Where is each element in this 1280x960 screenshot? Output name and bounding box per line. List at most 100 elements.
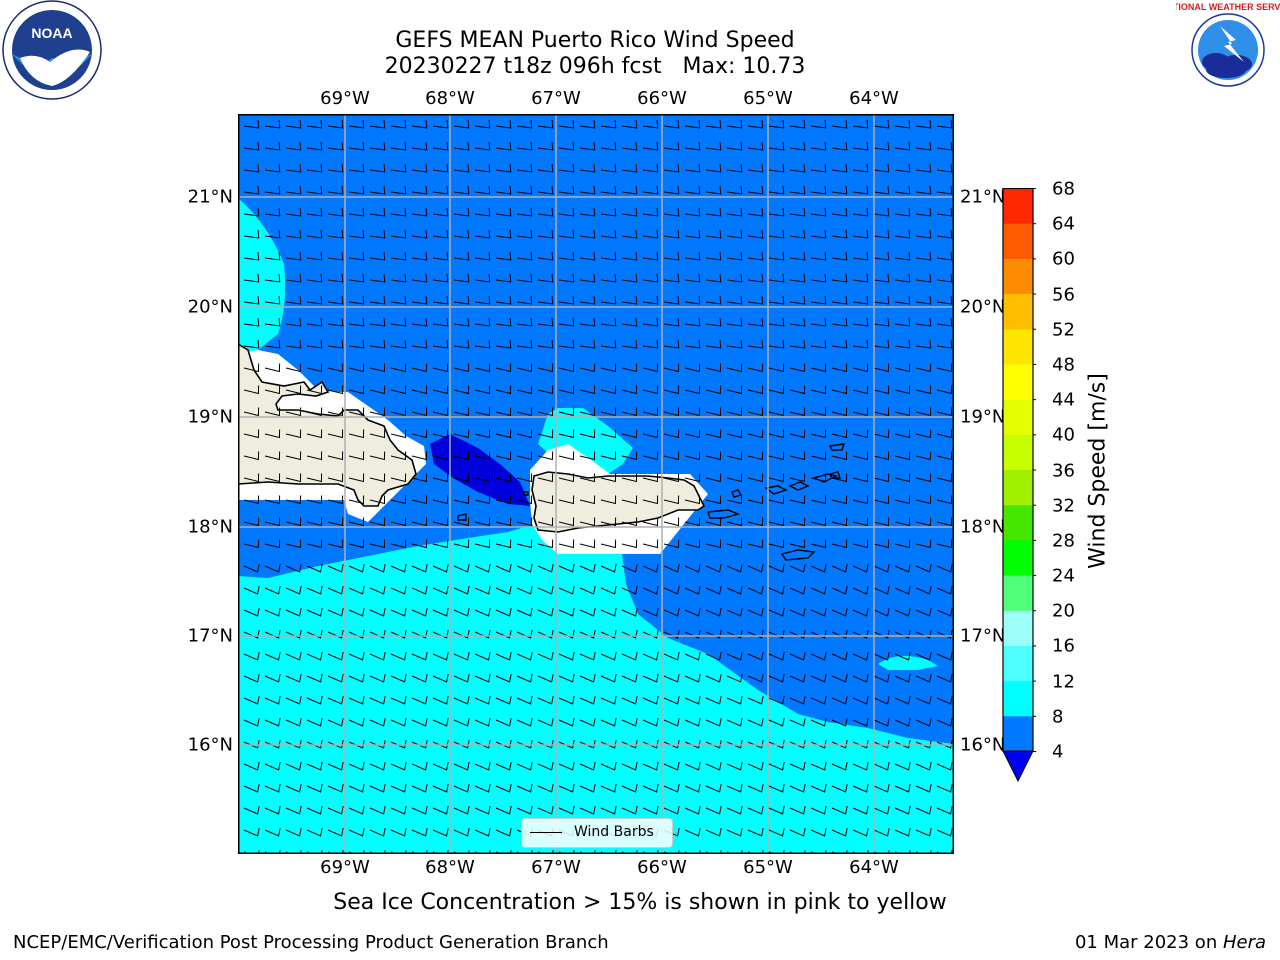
wind-barb — [936, 317, 953, 327]
wind-barb — [369, 585, 386, 595]
wind-barb — [558, 273, 575, 283]
wind-barb — [600, 673, 617, 683]
wind-barb — [621, 805, 638, 815]
nws-logo-icon: NATIONAL WEATHER SERVICE — [1176, 2, 1280, 98]
wind-barb — [663, 363, 680, 373]
wind-barb — [432, 451, 449, 461]
wind-barb — [495, 317, 512, 327]
wind-barb — [558, 585, 575, 595]
wind-barb — [453, 539, 470, 549]
wind-barb — [831, 317, 848, 327]
wind-barb — [537, 119, 554, 129]
footer-date-text: 01 Mar 2023 on — [1074, 932, 1223, 953]
wind-barb — [789, 717, 806, 727]
wind-barb — [831, 629, 848, 639]
wind-barb — [537, 717, 554, 727]
wind-barb — [852, 141, 869, 151]
wind-barb — [915, 473, 932, 483]
wind-barb — [705, 563, 722, 573]
wind-barb — [516, 783, 533, 793]
colorbar-segment — [1003, 575, 1033, 611]
wind-barb — [558, 673, 575, 683]
wind-barb — [810, 295, 827, 305]
chart-subtitle: 20230227 t18z 096h fcst Max: 10.73 — [384, 54, 806, 79]
wind-barb — [390, 495, 407, 505]
wind-barb — [768, 739, 785, 749]
wind-barb — [684, 585, 701, 595]
wind-barb — [810, 495, 827, 505]
wind-barb — [768, 495, 785, 505]
colorbar-tick-label: 36 — [1052, 460, 1075, 481]
wind-barb — [306, 761, 323, 771]
wind-barb — [327, 141, 344, 151]
wind-barb — [495, 607, 512, 617]
wind-barb — [537, 739, 554, 749]
wind-barb — [327, 119, 344, 129]
wind-barb — [579, 761, 596, 771]
wind-barb — [243, 783, 260, 793]
wind-barb — [537, 783, 554, 793]
wind-barb — [243, 339, 260, 349]
lon-label-top-68w: 68°W — [425, 88, 475, 109]
land-hispaniola — [238, 343, 417, 507]
wind-barb — [684, 207, 701, 217]
island-culebra — [731, 489, 743, 498]
wind-barb — [243, 185, 260, 195]
wind-barb — [768, 451, 785, 461]
wind-barb — [621, 651, 638, 661]
wind-barb — [264, 495, 281, 505]
wind-barb — [726, 141, 743, 151]
wind-barb — [831, 119, 848, 129]
wind-barb — [852, 339, 869, 349]
lat-label-right-19n: 19°N — [960, 406, 1006, 428]
wind-barb — [726, 407, 743, 417]
wind-barb — [873, 295, 890, 305]
wind-barb — [453, 695, 470, 705]
wind-barb — [453, 761, 470, 771]
wind-barb — [390, 783, 407, 793]
wind-barb — [726, 629, 743, 639]
wind-barb — [789, 339, 806, 349]
wind-barb — [432, 185, 449, 195]
wind-barb — [831, 585, 848, 595]
dark-blue-mona-passage — [430, 434, 530, 506]
wind-barb — [810, 385, 827, 395]
wind-barb — [495, 739, 512, 749]
wind-barb — [264, 739, 281, 749]
wind-barb — [768, 827, 785, 837]
wind-barb — [264, 141, 281, 151]
wind-barb — [495, 629, 512, 639]
wind-barb — [642, 695, 659, 705]
wind-barb — [936, 251, 953, 261]
legend-label: Wind Barbs — [574, 824, 654, 840]
wind-barb — [579, 207, 596, 217]
wind-barb — [789, 229, 806, 239]
wind-barb — [873, 385, 890, 395]
wind-barb — [663, 783, 680, 793]
lat-label-left-18n: 18°N — [187, 516, 233, 538]
lon-label-bottom-66w: 66°W — [637, 857, 687, 878]
wind-barb — [516, 563, 533, 573]
wind-barb — [663, 629, 680, 639]
wind-barb — [411, 163, 428, 173]
cyan-band-south — [238, 524, 954, 854]
wind-barb — [621, 185, 638, 195]
wind-barb — [558, 783, 575, 793]
wind-barb — [306, 563, 323, 573]
wind-barb — [327, 363, 344, 373]
wind-barb — [411, 119, 428, 129]
wind-barb — [285, 717, 302, 727]
wind-barb — [642, 363, 659, 373]
wind-barb — [558, 805, 575, 815]
wind-barb — [747, 273, 764, 283]
wind-barb — [516, 141, 533, 151]
wind-barb — [621, 739, 638, 749]
wind-barb — [285, 451, 302, 461]
wind-barb — [915, 141, 932, 151]
wind-barb — [264, 673, 281, 683]
wind-barb — [852, 539, 869, 549]
wind-barb — [642, 185, 659, 195]
wind-barb — [327, 273, 344, 283]
wind-barb — [243, 827, 260, 837]
wind-barb — [516, 651, 533, 661]
